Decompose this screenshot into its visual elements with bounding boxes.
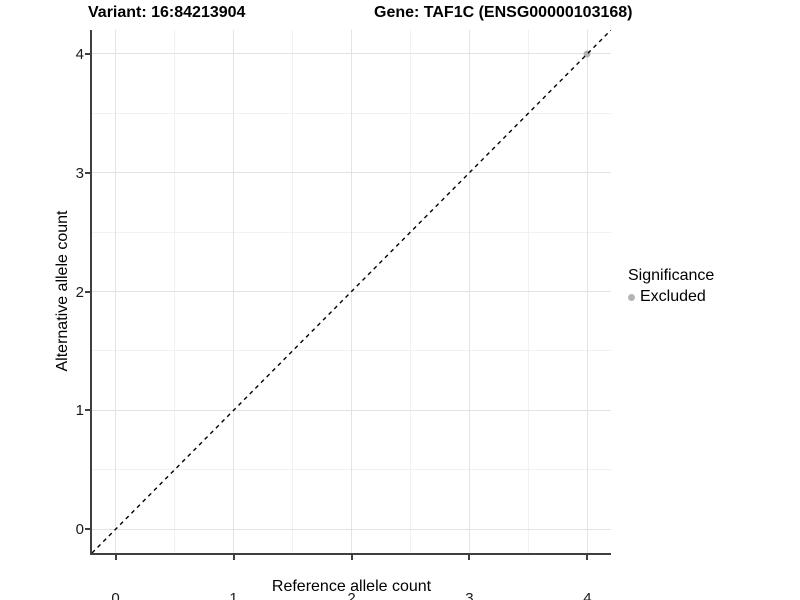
y-tick-mark (85, 171, 90, 174)
x-tick-label: 4 (583, 590, 592, 600)
data-point (583, 50, 591, 58)
x-axis-title: Reference allele count (271, 578, 432, 595)
legend-title: Significance (628, 267, 715, 284)
x-tick-mark (232, 555, 235, 560)
x-tick-label: 2 (347, 590, 356, 600)
gridline-major-horizontal (92, 409, 611, 411)
legend-item-excluded: Excluded (628, 288, 714, 306)
plot-title-variant: Variant: 16:84213904 (88, 4, 246, 21)
x-tick-mark (114, 555, 117, 560)
y-tick-mark (85, 409, 90, 412)
y-tick-label: 1 (75, 402, 84, 420)
x-tick-label: 0 (111, 590, 120, 600)
identity-dashed-line (92, 30, 611, 553)
y-tick-mark (85, 52, 90, 55)
legend-point-icon (628, 293, 635, 301)
x-tick-label: 3 (465, 590, 474, 600)
x-tick-mark (468, 555, 471, 560)
gridline-major-horizontal (92, 528, 611, 530)
y-tick-label: 2 (75, 283, 84, 301)
plot-title-gene: Gene: TAF1C (ENSG00000103168) (374, 4, 633, 21)
x-tick-mark (350, 555, 353, 560)
y-axis-title: Alternative allele count (54, 210, 71, 372)
x-tick-label: 1 (229, 590, 238, 600)
gridline-major-horizontal (92, 172, 611, 174)
y-tick-label: 4 (75, 45, 84, 63)
legend-item-label: Excluded (640, 288, 706, 305)
y-tick-label: 3 (75, 164, 84, 182)
plot-panel: 0 1 2 3 4 0 1 2 3 4 (76, 30, 611, 600)
y-tick-label: 0 (75, 521, 84, 539)
y-tick-mark (85, 528, 90, 531)
gridline-major-horizontal (92, 53, 611, 55)
y-tick-mark (85, 290, 90, 293)
x-tick-mark (586, 555, 589, 560)
legend: Significance Excluded (628, 267, 714, 306)
